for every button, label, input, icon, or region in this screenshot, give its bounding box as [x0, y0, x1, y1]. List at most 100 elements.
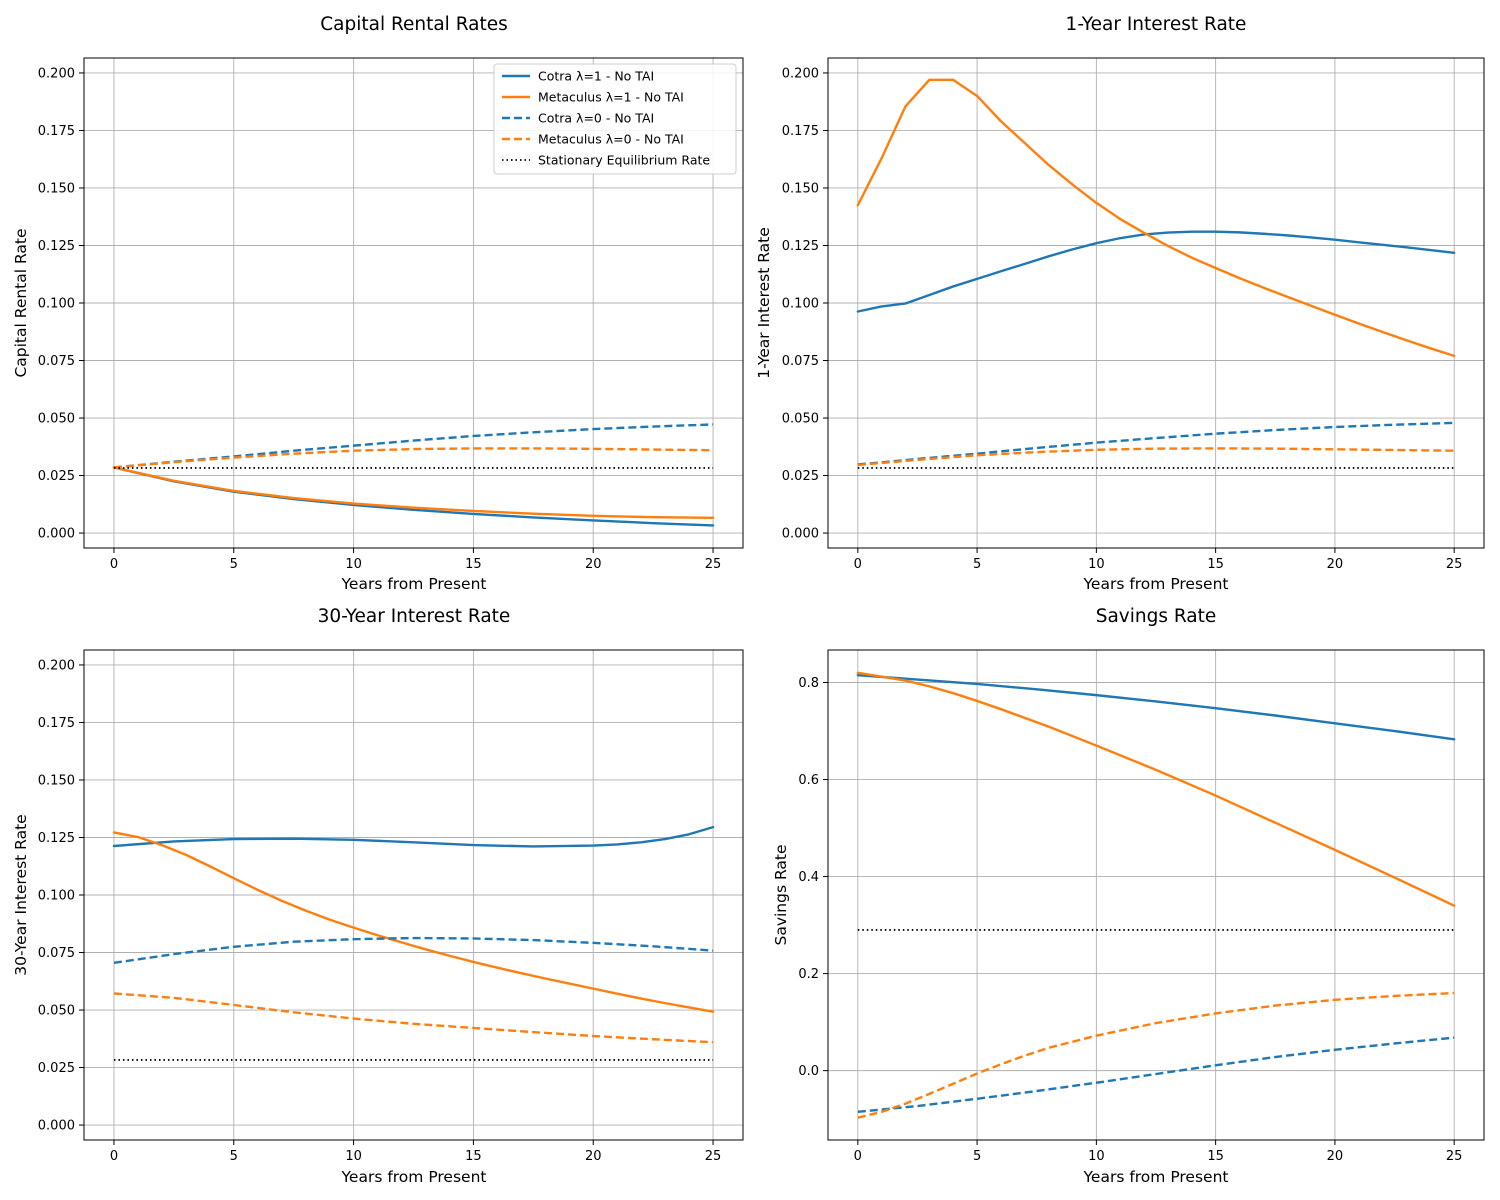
x-tick-label: 15: [1207, 557, 1224, 572]
series-group: [856, 671, 1456, 1119]
x-tick-label: 25: [705, 1149, 722, 1164]
y-tick-label: 0.050: [782, 412, 819, 427]
x-tick-label: 20: [1327, 1149, 1344, 1164]
y-tick-label: 0.150: [38, 773, 75, 788]
x-tick-label: 0: [110, 1149, 118, 1164]
x-tick-label: 0: [854, 557, 862, 572]
ticks: 0 5 10 15 20 25 0.000 0.025 0.050 0.075 0.100 0.125…: [782, 66, 1463, 572]
plot-area-frame: [827, 649, 1485, 1141]
x-tick-label: 10: [1088, 1149, 1105, 1164]
series-line-cotra-lambda-0-no-tai: [857, 1036, 1455, 1114]
y-tick-label: 0.100: [38, 889, 75, 904]
y-tick-label: 0.175: [782, 124, 819, 139]
chart-title: 30-Year Interest Rate: [318, 606, 511, 627]
x-tick-label: 0: [854, 1149, 862, 1164]
series-line-cotra-lambda-1-no-tai: [856, 674, 1456, 741]
series-line-metaculus-lambda-0-no-tai: [857, 991, 1455, 1119]
x-axis-label: Years from Present: [1083, 1168, 1229, 1186]
y-tick-label: 0.100: [782, 297, 819, 312]
x-tick-label: 20: [1327, 557, 1344, 572]
x-tick-label: 20: [585, 557, 602, 572]
series-line-metaculus-lambda-0-no-tai: [113, 447, 714, 469]
panel-savings-rate: Savings Rate Years from Present Savings …: [772, 606, 1485, 1186]
series-line-cotra-lambda-1-no-tai: [112, 825, 715, 848]
y-tick-label: 0.2: [798, 967, 819, 982]
y-tick-label: 0.000: [38, 527, 75, 542]
y-tick-label: 0.025: [782, 469, 819, 484]
x-tick-label: 0: [110, 557, 118, 572]
y-tick-label: 0.125: [38, 831, 75, 846]
series-group: [112, 825, 715, 1061]
x-tick-label: 10: [1088, 557, 1105, 572]
legend-label-metaculus-lambda0: Metaculus λ=0 - No TAI: [538, 132, 684, 147]
grid: [828, 58, 1484, 548]
chart-title: Capital Rental Rates: [320, 14, 508, 35]
panel-capital-rental-rates: Capital Rental Rates Years from Present …: [12, 14, 744, 593]
x-tick-label: 5: [230, 557, 238, 572]
y-tick-label: 0.075: [38, 946, 75, 961]
y-tick-label: 0.050: [38, 1004, 75, 1019]
series-line-metaculus-lambda-0-no-tai: [857, 447, 1455, 467]
legend-label-cotra-lambda0: Cotra λ=0 - No TAI: [538, 111, 654, 126]
y-tick-label: 0.150: [782, 181, 819, 196]
y-tick-label: 0.0: [798, 1064, 819, 1079]
chart-title: Savings Rate: [1096, 606, 1217, 627]
y-axis-label: 30-Year Interest Rate: [12, 814, 30, 975]
y-tick-label: 0.200: [38, 658, 75, 673]
legend-label-stationary: Stationary Equilibrium Rate: [538, 153, 710, 168]
x-tick-label: 25: [1446, 557, 1463, 572]
y-tick-label: 0.025: [38, 1061, 75, 1076]
x-tick-label: 5: [973, 1149, 981, 1164]
y-tick-label: 0.6: [798, 773, 819, 788]
x-axis-label: Years from Present: [341, 1168, 487, 1186]
x-axis-label: Years from Present: [341, 575, 487, 593]
x-tick-label: 20: [585, 1149, 602, 1164]
series-group: [112, 423, 715, 527]
y-axis-label: 1-Year Interest Rate: [755, 227, 773, 379]
panel-30-year-interest-rate: 30-Year Interest Rate Years from Present…: [12, 606, 744, 1186]
y-axis-label: Capital Rental Rate: [12, 228, 30, 377]
series-line-metaculus-lambda-1-no-tai: [112, 831, 715, 1013]
y-tick-label: 0.200: [38, 66, 75, 81]
y-tick-label: 0.000: [782, 527, 819, 542]
y-tick-label: 0.075: [38, 354, 75, 369]
series-line-cotra-lambda-0-no-tai: [113, 936, 714, 965]
ticks: 0 5 10 15 20 25 0.000 0.025 0.050 0.075 0.100 0.125…: [38, 658, 722, 1164]
legend: Cotra λ=1 - No TAI Metaculus λ=1 - No TA…: [493, 63, 737, 175]
series-line-metaculus-lambda-0-no-tai: [113, 992, 714, 1044]
x-tick-label: 10: [345, 557, 362, 572]
legend-label-metaculus-lambda1: Metaculus λ=1 - No TAI: [538, 90, 684, 105]
ticks: 0 5 10 15 20 25 0.000 0.025 0.050 0.075 0.100 0.125…: [38, 66, 722, 572]
y-tick-label: 0.175: [38, 716, 75, 731]
x-tick-label: 15: [1207, 1149, 1224, 1164]
x-tick-label: 25: [705, 557, 722, 572]
series-line-cotra-lambda-0-no-tai: [857, 421, 1455, 466]
panel-1-year-interest-rate: 1-Year Interest Rate Years from Present …: [755, 14, 1485, 593]
legend-box: [493, 63, 737, 175]
x-tick-label: 5: [230, 1149, 238, 1164]
ticks: 0 5 10 15 20 25 0.0 0.2 0.4 0.6 0.8: [798, 676, 1462, 1164]
series-line-metaculus-lambda-1-no-tai: [856, 671, 1456, 907]
x-axis-label: Years from Present: [1083, 575, 1229, 593]
y-tick-label: 0.100: [38, 297, 75, 312]
y-tick-label: 0.175: [38, 124, 75, 139]
y-tick-label: 0.000: [38, 1119, 75, 1134]
x-tick-label: 15: [465, 1149, 482, 1164]
y-tick-label: 0.125: [38, 239, 75, 254]
series-line-cotra-lambda-1-no-tai: [856, 230, 1456, 313]
y-tick-label: 0.125: [782, 239, 819, 254]
series-group: [856, 78, 1456, 469]
grid: [84, 650, 743, 1140]
y-tick-label: 0.200: [782, 66, 819, 81]
y-tick-label: 0.8: [798, 676, 819, 691]
y-tick-label: 0.150: [38, 181, 75, 196]
x-tick-label: 25: [1446, 1149, 1463, 1164]
legend-label-cotra-lambda1: Cotra λ=1 - No TAI: [538, 69, 654, 84]
y-tick-label: 0.050: [38, 412, 75, 427]
x-tick-label: 5: [973, 557, 981, 572]
y-tick-label: 0.025: [38, 469, 75, 484]
series-line-metaculus-lambda-1-no-tai: [856, 78, 1456, 358]
series-line-metaculus-lambda-1-no-tai: [112, 466, 715, 520]
y-tick-label: 0.4: [798, 870, 819, 885]
